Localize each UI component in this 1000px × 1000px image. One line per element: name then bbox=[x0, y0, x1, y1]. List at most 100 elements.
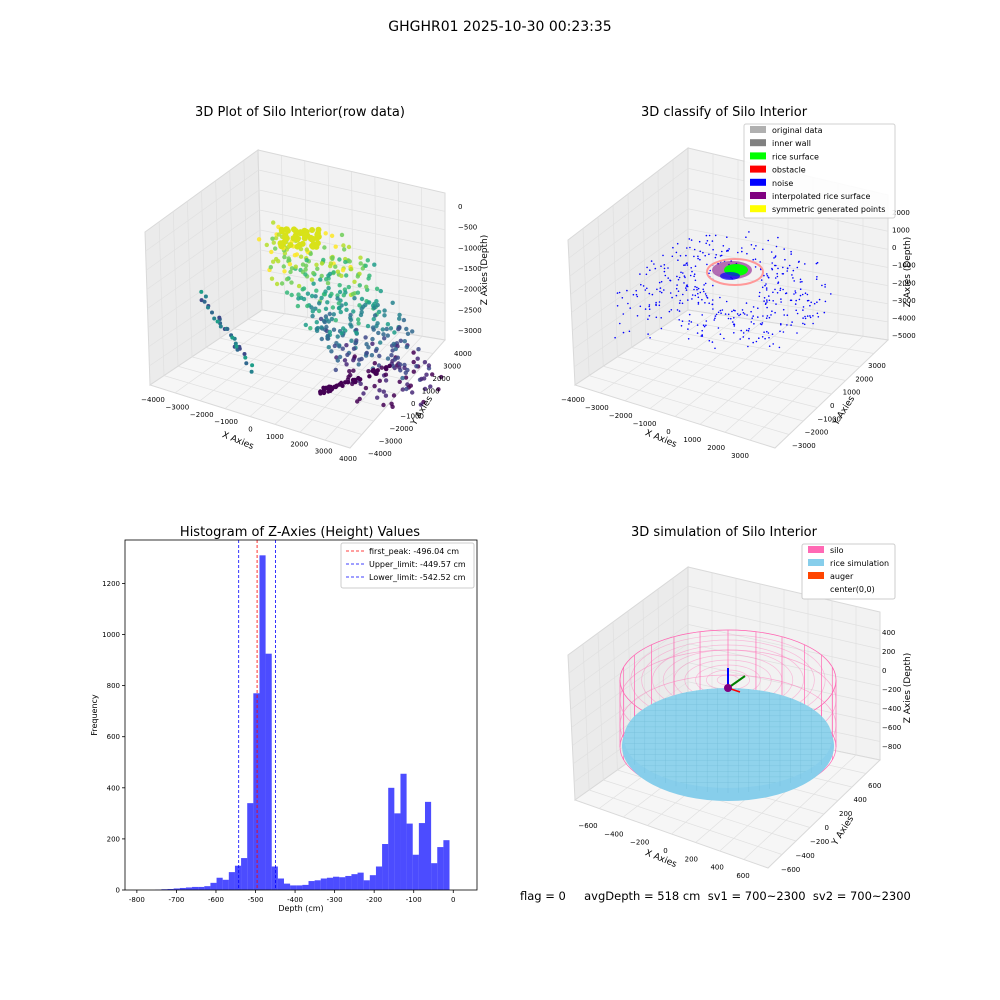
p4-legend-label-1: rice simulation bbox=[830, 559, 889, 568]
p4-ytick-2: −200 bbox=[810, 838, 829, 846]
panel4-xticks: −600 −400 −200 0 200 400 600 bbox=[578, 822, 749, 880]
histogram-yticks: 0 200 400 600 800 1000 1200 bbox=[102, 580, 125, 895]
p4-legend-label-2: auger bbox=[830, 572, 854, 581]
p4-ztick-3: −200 bbox=[882, 686, 901, 694]
p4-ztick-5: −600 bbox=[882, 724, 901, 732]
histogram-bar-14 bbox=[222, 879, 229, 890]
histogram-bar-9 bbox=[192, 886, 199, 890]
histogram-xtick-4: -400 bbox=[287, 896, 303, 904]
p2-xtick-3: −1000 bbox=[633, 420, 657, 428]
p2-ytick-6: 3000 bbox=[868, 362, 886, 370]
p2-legend-swatch-5 bbox=[750, 192, 766, 199]
p2-ztick-5: −3000 bbox=[892, 297, 916, 305]
p4-ztick-4: −400 bbox=[882, 705, 901, 713]
p4-ytick-6: 600 bbox=[868, 782, 881, 790]
p4-ztick-0: 400 bbox=[882, 629, 895, 637]
histogram-bar-48 bbox=[431, 863, 438, 890]
status-line: flag = 0 avgDepth = 518 cm sv1 = 700~230… bbox=[520, 889, 911, 903]
panel1-yticks: −4000 −3000 −2000 −1000 0 1000 2000 3000 4000 bbox=[368, 350, 472, 458]
panel2-ylabel: Y Axies bbox=[831, 394, 857, 428]
panel-histogram: Histogram of Z-Axies (Height) Values -80… bbox=[90, 525, 478, 913]
histogram-legend-label-2: Lower_limit: -542.52 cm bbox=[369, 573, 466, 582]
p2-xtick-6: 2000 bbox=[707, 444, 725, 452]
panel1-xticks: −4000−3000−2000−1000 0 1000 2000 3000 4000 bbox=[141, 396, 357, 463]
histogram-bar-21 bbox=[265, 653, 272, 890]
histogram-bar-40 bbox=[382, 844, 389, 890]
p4-ytick-3: 0 bbox=[825, 824, 829, 832]
panel4-legend: silo rice simulation auger center(0,0) bbox=[801, 543, 896, 600]
histogram-xlabel: Depth (cm) bbox=[278, 904, 323, 913]
p2-legend-label-2: rice surface bbox=[772, 152, 819, 161]
p1-ytick-1: −3000 bbox=[379, 438, 403, 446]
p1-xtick-0: −4000 bbox=[141, 396, 165, 404]
histogram-xtick-0: -800 bbox=[129, 896, 145, 904]
p2-ztick-0: 2000 bbox=[892, 209, 910, 217]
p1-ztick-2: −1000 bbox=[458, 244, 482, 252]
histogram-bar-12 bbox=[210, 882, 217, 890]
p4-legend-swatch-1 bbox=[808, 559, 824, 566]
histogram-bar-39 bbox=[375, 866, 383, 890]
p4-ztick-2: 0 bbox=[882, 667, 886, 675]
p2-ytick-3: 0 bbox=[830, 402, 834, 410]
p2-ztick-6: −4000 bbox=[892, 314, 916, 322]
auger-marker bbox=[724, 668, 746, 693]
p4-legend-swatch-3 bbox=[808, 585, 824, 592]
p4-ytick-5: 400 bbox=[854, 796, 867, 804]
p1-xtick-5: 1000 bbox=[266, 433, 284, 441]
p2-legend-label-0: original data bbox=[772, 126, 823, 135]
histogram-xtick-8: 0 bbox=[451, 896, 455, 904]
p2-ytick-4: 1000 bbox=[843, 389, 861, 397]
p1-xtick-3: −1000 bbox=[214, 418, 238, 426]
p4-ytick-1: −400 bbox=[796, 852, 815, 860]
panel-simulation: 3D simulation of Silo Interior −600−400−… bbox=[567, 525, 913, 880]
panel2-zticks: 2000 1000 0 −1000 −2000 −3000 −4000 −5000 bbox=[892, 209, 916, 340]
panel2-rice-surface-cluster bbox=[706, 258, 764, 286]
histogram-bar-13 bbox=[216, 877, 223, 890]
panel2-title: 3D classify of Silo Interior bbox=[641, 105, 808, 120]
panel4-xlabel: X Axies bbox=[643, 848, 678, 870]
histogram-bar-19 bbox=[253, 693, 260, 890]
p4-legend-swatch-0 bbox=[808, 546, 824, 553]
p4-xtick-3: 0 bbox=[663, 847, 667, 855]
panel1-box bbox=[144, 149, 446, 449]
histogram-ytick-0: 0 bbox=[116, 887, 120, 895]
panel1-title: 3D Plot of Silo Interior(row data) bbox=[195, 105, 405, 120]
p2-xtick-4: 0 bbox=[666, 428, 670, 436]
panel1-points bbox=[199, 220, 444, 409]
p2-legend-swatch-1 bbox=[750, 139, 766, 147]
p2-ytick-0: −3000 bbox=[792, 442, 816, 450]
suptitle: GHGHR01 2025-10-30 00:23:35 bbox=[388, 19, 611, 35]
p4-ztick-1: 200 bbox=[882, 648, 895, 656]
histogram-bar-30 bbox=[320, 878, 327, 890]
p2-legend-label-3: obstacle bbox=[772, 166, 806, 175]
p4-xtick-0: −600 bbox=[578, 822, 597, 830]
rice-simulation-surface bbox=[622, 688, 834, 801]
p2-legend-label-5: interpolated rice surface bbox=[772, 192, 870, 201]
p1-ytick-7: 3000 bbox=[443, 363, 461, 371]
panel-classify: 3D classify of Silo Interior −4000 −3000 −… bbox=[561, 105, 916, 460]
histogram-axes-frame bbox=[124, 539, 478, 891]
p4-xtick-2: −200 bbox=[630, 839, 649, 847]
histogram-xtick-6: -200 bbox=[366, 896, 382, 904]
histogram-bar-31 bbox=[326, 877, 334, 890]
p1-ytick-6: 2000 bbox=[433, 375, 451, 383]
p2-xtick-7: 3000 bbox=[731, 452, 749, 460]
histogram-bar-27 bbox=[302, 884, 309, 890]
histogram-ytick-1: 200 bbox=[107, 835, 120, 843]
panel4-ylabel: Y Axies bbox=[830, 814, 856, 848]
p2-legend-label-6: symmetric generated points bbox=[772, 205, 885, 214]
panel1-zticks: 0 −500 −1000 −1500 −2000 −2500 −3000 bbox=[458, 203, 482, 335]
histogram-ytick-4: 800 bbox=[107, 682, 120, 690]
histogram-bar-22 bbox=[271, 866, 278, 890]
histogram-bar-34 bbox=[345, 875, 352, 890]
p2-xtick-5: 1000 bbox=[683, 436, 701, 444]
p1-xtick-1: −3000 bbox=[166, 403, 190, 411]
histogram-bar-10 bbox=[198, 886, 205, 890]
p2-legend-swatch-3 bbox=[750, 165, 766, 173]
p1-ytick-5: 1000 bbox=[422, 388, 440, 396]
p2-ztick-4: −2000 bbox=[892, 279, 916, 287]
p2-ztick-1: 1000 bbox=[892, 227, 910, 235]
p4-ytick-0: −600 bbox=[781, 866, 800, 874]
histogram-ytick-3: 600 bbox=[107, 733, 120, 741]
panel2-yticks: −3000 −2000 −1000 0 1000 2000 3000 bbox=[792, 362, 886, 450]
